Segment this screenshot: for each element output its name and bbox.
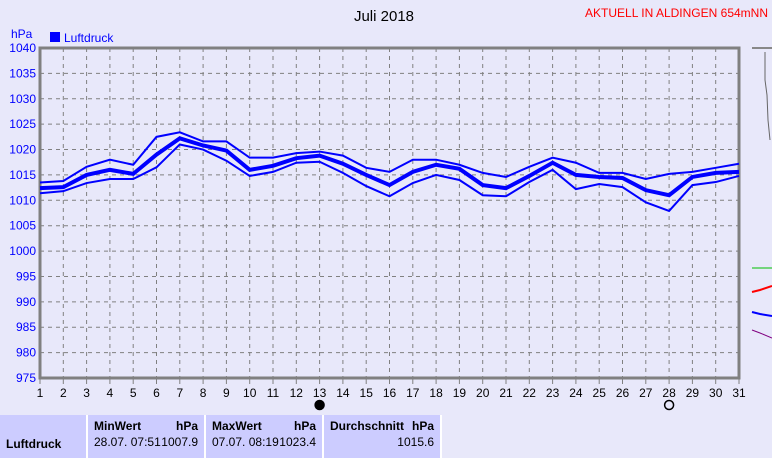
x-tick-label: 30 — [709, 386, 723, 400]
min-date: 28.07. — [94, 435, 128, 449]
x-tick-label: 28 — [662, 386, 676, 400]
max-cell: MaxWert hPa 07.07. 08:19 1023.4 — [206, 415, 324, 458]
max-value: 1023.4 — [279, 435, 316, 449]
x-tick-label: 24 — [569, 386, 583, 400]
min-time: 07:51 — [130, 435, 161, 449]
y-tick-label: 985 — [16, 320, 36, 334]
stats-table: Luftdruck MinWert hPa 28.07. 07:51 1007.9 … — [0, 415, 772, 458]
max-title: MaxWert — [212, 419, 262, 433]
x-tick-label: 18 — [429, 386, 443, 400]
moon-new-icon — [663, 399, 675, 411]
y-tick-label: 980 — [16, 346, 36, 360]
x-tick-label: 21 — [499, 386, 513, 400]
y-axis-unit: hPa — [11, 27, 33, 41]
y-tick-label: 995 — [16, 269, 36, 283]
x-tick-label: 22 — [523, 386, 537, 400]
moon-full-icon — [314, 399, 325, 411]
x-tick-label: 1 — [37, 386, 44, 400]
series-line-mittel — [39, 136, 740, 198]
series-line-max — [39, 131, 740, 184]
y-tick-label: 1025 — [9, 117, 36, 131]
x-tick-label: 2 — [60, 386, 67, 400]
x-tick-label: 10 — [243, 386, 257, 400]
y-tick-label: 1015 — [9, 168, 36, 182]
y-tick-label: 975 — [16, 371, 36, 385]
avg-unit: hPa — [411, 419, 434, 433]
x-tick-label: 31 — [732, 386, 746, 400]
x-tick-label: 11 — [267, 386, 280, 400]
x-tick-label: 12 — [290, 386, 304, 400]
x-tick-label: 17 — [406, 386, 420, 400]
y-tick-label: 1020 — [9, 143, 36, 157]
avg-cell: Durchschnitt hPa 1015.6 — [324, 415, 442, 458]
row-label: Luftdruck — [0, 415, 88, 458]
y-tick-label: 1010 — [9, 193, 36, 207]
x-tick-label: 5 — [130, 386, 137, 400]
y-tick-label: 990 — [16, 295, 36, 309]
min-title: MinWert — [94, 419, 142, 433]
x-tick-label: 9 — [223, 386, 230, 400]
side-mini-chart — [751, 47, 772, 339]
x-tick-label: 20 — [476, 386, 490, 400]
x-tick-label: 16 — [383, 386, 397, 400]
max-unit: hPa — [293, 419, 316, 433]
avg-value: 1015.6 — [397, 435, 434, 449]
x-tick-label: 29 — [686, 386, 700, 400]
y-tick-label: 1035 — [9, 66, 36, 80]
y-tick-label: 1005 — [9, 219, 36, 233]
max-time: 08:19 — [248, 435, 279, 449]
x-tick-label: 26 — [616, 386, 630, 400]
x-tick-label: 3 — [83, 386, 90, 400]
y-tick-label: 1030 — [9, 92, 36, 106]
pressure-chart: Juli 2018 AKTUELL IN ALDINGEN 654mNN hPa… — [9, 6, 772, 411]
x-tick-label: 27 — [639, 386, 653, 400]
min-cell: MinWert hPa 28.07. 07:51 1007.9 — [88, 415, 206, 458]
min-value: 1007.9 — [161, 435, 198, 449]
x-tick-label: 23 — [546, 386, 560, 400]
max-date: 07.07. — [212, 435, 246, 449]
series-line-min — [39, 143, 740, 213]
plot-frame — [38, 46, 741, 380]
x-tick-label: 6 — [153, 386, 160, 400]
x-tick-label: 4 — [107, 386, 114, 400]
avg-title: Durchschnitt — [330, 419, 405, 433]
x-tick-label: 13 — [313, 386, 327, 400]
y-tick-label: 1040 — [9, 41, 36, 55]
chart-title: Juli 2018 — [354, 8, 414, 25]
y-tick-label: 1000 — [9, 244, 36, 258]
x-tick-label: 7 — [176, 386, 183, 400]
x-tick-label: 14 — [336, 386, 350, 400]
legend-swatch — [50, 32, 60, 42]
min-unit: hPa — [175, 419, 198, 433]
x-tick-label: 15 — [360, 386, 374, 400]
x-tick-label: 19 — [453, 386, 467, 400]
header-right-label: AKTUELL IN ALDINGEN 654mNN — [585, 6, 768, 20]
x-tick-label: 25 — [593, 386, 607, 400]
x-tick-label: 8 — [200, 386, 207, 400]
legend-label: Luftdruck — [64, 31, 114, 45]
